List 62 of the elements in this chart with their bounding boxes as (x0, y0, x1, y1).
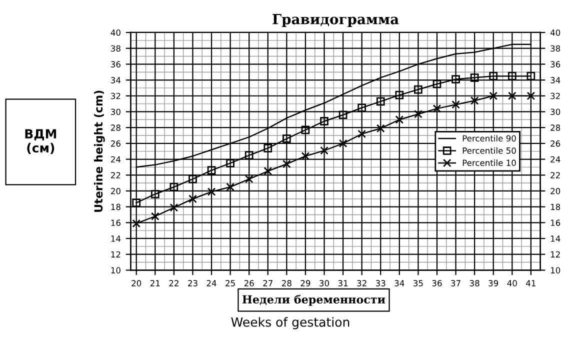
legend-label: Percentile 50 (462, 147, 516, 154)
y-tick-label: 36 (111, 61, 120, 68)
y2-tick-label: 12 (550, 251, 560, 258)
y2-tick-label: 16 (550, 220, 560, 226)
y-tick-label: 24 (111, 156, 121, 162)
x-tick-label: 23 (188, 280, 198, 286)
x-tick-label: 37 (451, 280, 460, 286)
x-tick-label: 35 (414, 280, 423, 286)
x-tick-label: 24 (206, 280, 216, 286)
x-tick-label: 25 (226, 280, 235, 286)
x-tick-label: 28 (282, 280, 292, 286)
y2-tick-label: 36 (550, 61, 560, 68)
y2-tick-label: 32 (550, 92, 560, 100)
y-tick-label: 12 (111, 251, 120, 258)
chart-title: Гравидограмма (272, 14, 399, 28)
x-tick-label: 41 (526, 280, 536, 286)
x-tick-label: 34 (394, 280, 404, 286)
x-tick-label: 40 (507, 280, 517, 286)
text: ВДМ (см) (25, 129, 56, 154)
x-tick-label: 27 (263, 280, 272, 286)
y-tick-label: 30 (111, 108, 120, 116)
y-tick-label: 18 (111, 204, 120, 210)
y-tick-label: 26 (111, 140, 120, 147)
x-axis-title: Weeks of gestation (231, 317, 350, 330)
legend-label: Percentile 90 (462, 135, 516, 142)
x-tick-label: 31 (338, 280, 348, 286)
x-tick-label: 39 (488, 280, 498, 286)
x-tick-label: 36 (432, 280, 442, 286)
x-tick-label: 29 (300, 280, 310, 286)
y2-tick-label: 18 (550, 204, 560, 210)
y2-tick-label: 24 (550, 156, 560, 162)
x-tick-label: 26 (244, 280, 254, 286)
y-tick-label: 28 (111, 124, 120, 131)
y-tick-label: 32 (111, 92, 120, 100)
y-tick-label: 38 (111, 45, 120, 52)
legend-label: Percentile 10 (462, 160, 516, 166)
y-tick-label: 34 (111, 77, 121, 84)
y2-tick-label: 22 (550, 172, 560, 178)
y-tick-label: 16 (111, 220, 120, 226)
y2-tick-label: 14 (550, 236, 560, 242)
x-tick-label: 22 (169, 280, 178, 286)
y2-tick-label: 26 (550, 140, 560, 147)
y-tick-label: 20 (111, 188, 120, 194)
y2-tick-label: 20 (550, 188, 560, 194)
y-tick-label: 10 (111, 267, 120, 274)
x-tick-label: 30 (320, 280, 330, 286)
y-tick-label: 22 (111, 172, 120, 178)
y2-tick-label: 30 (550, 108, 560, 116)
x-tick-label: 20 (132, 280, 142, 286)
y2-tick-label: 10 (550, 267, 560, 274)
y2-tick-label: 38 (550, 45, 560, 52)
y2-tick-label: 40 (550, 29, 560, 36)
text: Недели беременности (242, 294, 386, 306)
x-tick-label: 32 (357, 280, 366, 286)
x-tick-label: 33 (376, 280, 386, 286)
y2-tick-label: 34 (550, 77, 560, 84)
y2-tick-label: 28 (550, 124, 560, 131)
x-tick-label: 21 (150, 280, 160, 286)
y-tick-label: 14 (111, 236, 121, 242)
y-axis-title: Uterine height (cm) (94, 90, 105, 212)
y-tick-label: 40 (110, 29, 120, 36)
x-tick-label: 38 (470, 280, 480, 286)
